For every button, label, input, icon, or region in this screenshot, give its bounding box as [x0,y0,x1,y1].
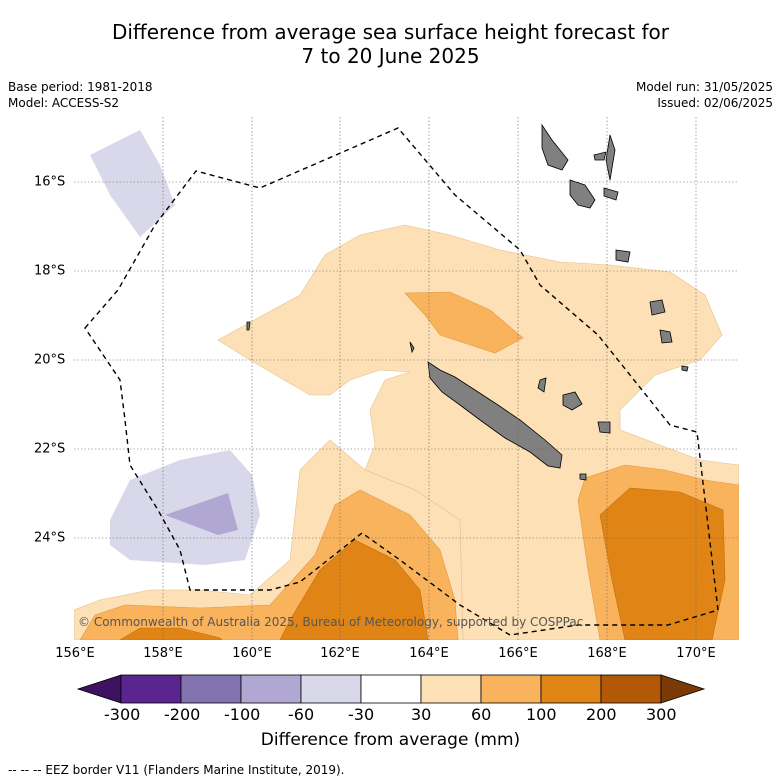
lon-label-156: 156°E [55,646,95,661]
lat-label-18: 18°S [34,263,66,279]
colorbar-extend-low [76,674,122,704]
colorbar-bin [120,674,182,704]
anomaly-negative-30-60-west [110,450,260,565]
eez-legend: -- -- -- EEZ border V11 (Flanders Marine… [8,763,345,777]
lon-label-158: 158°E [143,646,183,661]
lon-label-162: 162°E [320,646,360,661]
lat-label-16: 16°S [34,174,66,190]
anomaly-positive-60-100-north [404,291,524,354]
colorbar-tick: -30 [348,705,375,724]
issued-date: Issued: 02/06/2025 [657,96,773,110]
belep-islet [409,341,415,354]
chesterfield-islet [246,321,251,331]
colorbar-bin [360,674,422,704]
vanuatu-islet-2 [605,134,616,181]
southeast-islet [681,365,689,372]
colorbar-tick: -60 [288,705,315,724]
loyalty-ouvea [537,377,547,393]
map-gridlines [74,117,739,640]
colorbar-bin [180,674,242,704]
loyalty-lifou [562,391,583,411]
vanuatu-efate [603,187,619,201]
colorbar-bin [480,674,542,704]
colorbar-tick: -100 [224,705,261,724]
anomaly-negative-30-60-northwest [90,130,175,237]
matthew-hunter-island-2 [659,329,673,344]
lon-label-166: 166°E [498,646,538,661]
colorbar-bin [300,674,362,704]
anomaly-positive-100-200-south-central [279,539,429,640]
colorbar-extend-high [660,674,706,704]
vanuatu-erromango [615,249,631,263]
copyright-notice: © Commonwealth of Australia 2025, Bureau… [78,615,584,629]
colorbar [76,674,706,704]
isle-of-pines [579,473,587,481]
land-masses [246,123,689,481]
lat-label-20: 20°S [34,352,66,368]
colorbar-bin [600,674,662,704]
chart-title-line2: 7 to 20 June 2025 [301,44,480,68]
colorbar-title: Difference from average (mm) [260,730,521,750]
lon-label-164: 164°E [409,646,449,661]
lat-label-24: 24°S [34,530,66,546]
model-run: Model run: 31/05/2025 [635,80,773,94]
anomaly-positive-100-200-southwest [119,627,223,640]
model-name: Model: ACCESS-S2 [8,96,120,110]
colorbar-tick: 30 [411,705,432,724]
colorbar-tick: -200 [164,705,201,724]
colorbar-tick: 60 [471,705,492,724]
matthew-hunter-island-1 [649,299,666,316]
anomaly-positive-100-200-east [599,487,726,640]
map-area [74,117,739,640]
loyalty-mare [597,421,611,434]
eez-border [84,127,719,636]
vanuatu-malekula [569,179,596,209]
vanuatu-espiritu-santo [541,123,569,171]
lon-label-160: 160°E [232,646,272,661]
anomaly-negative-60-100-west [165,493,238,535]
lon-label-170: 170°E [676,646,716,661]
colorbar-bin [240,674,302,704]
vanuatu-islet-1 [593,151,607,161]
colorbar-tick: 300 [646,705,677,724]
lat-label-22: 22°S [34,441,66,457]
colorbar-tick: 200 [586,705,617,724]
colorbar-tick: -300 [104,705,141,724]
base-period: Base period: 1981-2018 [8,80,153,94]
new-caledonia-island [427,361,563,469]
colorbar-bin [540,674,602,704]
lon-label-168: 168°E [587,646,627,661]
chart-title-line1: Difference from average sea surface heig… [111,20,670,44]
colorbar-bin [420,674,482,704]
colorbar-tick: 100 [526,705,557,724]
